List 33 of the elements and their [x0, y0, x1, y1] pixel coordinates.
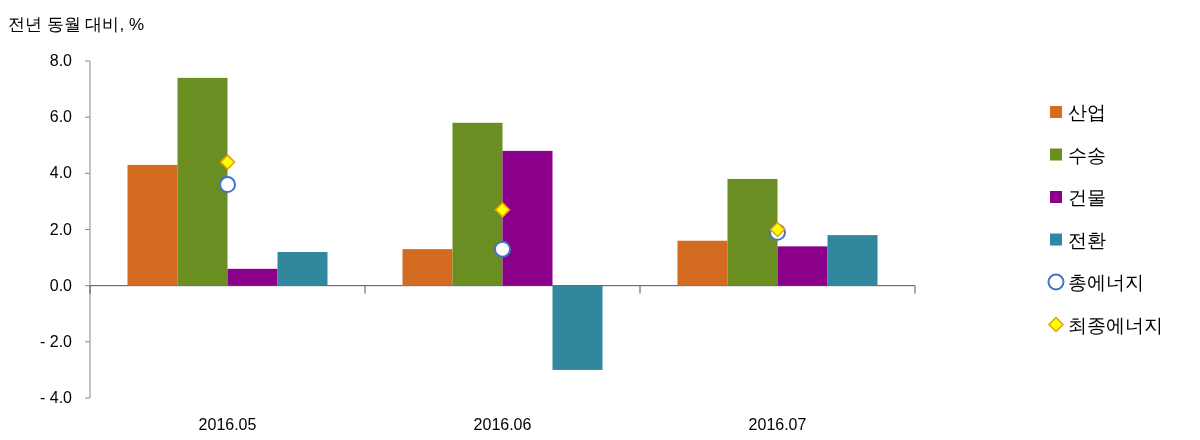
y-tick-label: 6.0	[49, 108, 73, 126]
bar	[677, 240, 728, 286]
bar	[777, 246, 828, 286]
point	[494, 202, 511, 218]
bar	[727, 178, 778, 286]
legend-label: 총에너지	[1068, 272, 1144, 293]
point	[219, 154, 236, 170]
bar	[827, 235, 878, 286]
y-tick-label: 8.0	[49, 52, 73, 69]
legend-label: 수송	[1068, 144, 1106, 166]
y-axis-title: 전년 동월 대비, %	[8, 15, 145, 34]
point	[494, 240, 511, 258]
y-tick-label: 4.0	[49, 164, 73, 182]
bar	[452, 122, 503, 286]
y-tick-label: - 4.0	[39, 389, 73, 406]
bar	[552, 285, 603, 370]
y-tick-label: - 2.0	[39, 332, 73, 350]
legend-label: 건물	[1068, 187, 1106, 208]
y-tick-label: 0.0	[49, 276, 73, 294]
bar	[402, 249, 453, 286]
legend-label: 산업	[1068, 102, 1106, 123]
y-tick-label: 2.0	[49, 220, 73, 238]
bar	[277, 251, 328, 286]
legend-label: 전환	[1068, 229, 1106, 251]
bar	[127, 164, 178, 286]
x-tick-label: 2016.07	[748, 416, 807, 433]
x-tick-label: 2016.05	[198, 416, 257, 433]
point	[219, 176, 236, 194]
bar	[177, 77, 228, 286]
bar	[227, 268, 278, 286]
x-tick-label: 2016.06	[473, 416, 532, 433]
bar	[502, 150, 553, 286]
legend-label: 최종에너지	[1068, 314, 1163, 336]
